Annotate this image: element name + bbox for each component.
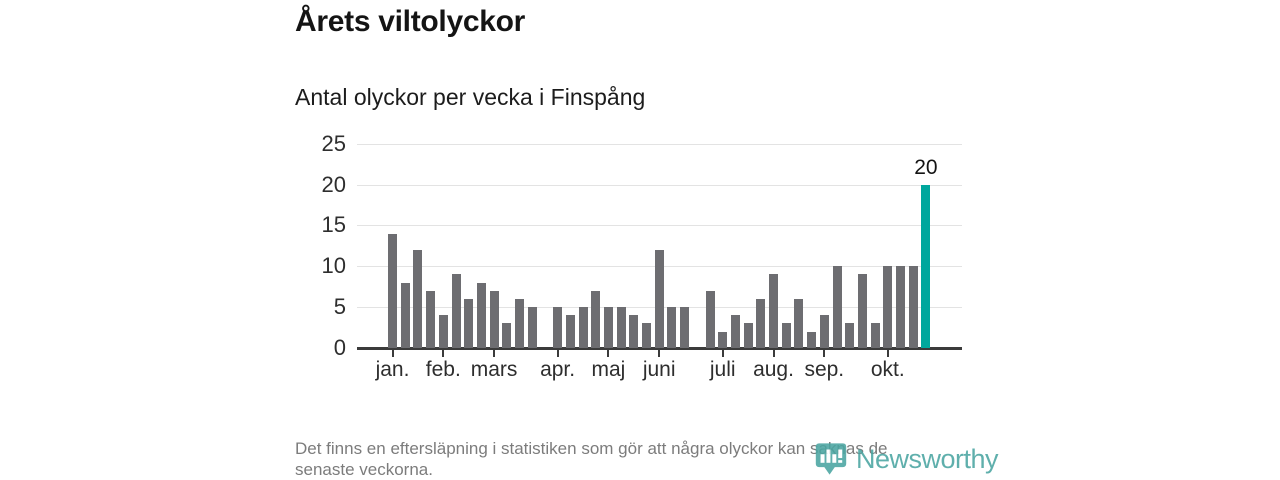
x-axis-label-juni: juni: [642, 358, 676, 381]
bar-week: [807, 331, 817, 348]
bar-week-highlight: [921, 184, 931, 348]
y-axis-label-25: 25: [321, 130, 346, 156]
x-tick-apr: [556, 349, 559, 357]
bar-week: [705, 290, 715, 348]
y-axis-label-0: 0: [333, 335, 346, 360]
bar-week: [603, 307, 613, 348]
bar-week: [565, 315, 575, 348]
bar-week: [908, 266, 918, 348]
footnote: Det finns en eftersläpning i statistiken…: [295, 438, 887, 480]
x-tick-maj: [607, 349, 610, 357]
y-axis-label-15: 15: [321, 212, 346, 238]
highlight-value-label: 20: [914, 155, 938, 179]
x-axis-label-aug: aug.: [753, 358, 794, 381]
x-axis-label-okt: okt.: [870, 358, 905, 381]
y-axis-label-5: 5: [333, 294, 346, 320]
bar-week: [819, 315, 829, 348]
bar-week: [769, 274, 778, 348]
bar-week: [591, 290, 601, 348]
bar-week: [883, 266, 893, 348]
bar-week: [642, 323, 651, 348]
bar-week: [654, 249, 664, 348]
x-axis-line: [357, 347, 962, 350]
x-axis-label-mars: mars: [470, 358, 518, 381]
newsworthy-marker-icon: [815, 443, 847, 475]
x-tick-feb: [442, 349, 445, 357]
y-axis-label-20: 20: [321, 171, 346, 197]
bar-week: [464, 298, 474, 348]
bar-week: [502, 323, 512, 348]
page-title: Årets viltolyckor: [295, 5, 525, 38]
x-axis-label-juli: juli: [709, 358, 736, 381]
bar-week: [400, 282, 410, 348]
x-axis-label-apr: apr.: [540, 358, 576, 381]
bar-week: [438, 315, 448, 348]
x-axis-label-feb: feb.: [425, 358, 461, 381]
gridline-y15: [357, 225, 962, 227]
bar-week: [476, 282, 486, 348]
bar-week: [870, 323, 880, 348]
x-tick-jan: [391, 349, 394, 357]
bar-week: [527, 307, 537, 348]
y-axis-label-10: 10: [321, 253, 346, 279]
newsworthy-logo: Newsworthy: [812, 440, 999, 478]
footnote-line-2: senaste veckorna.: [295, 460, 433, 479]
bar-week: [896, 266, 905, 348]
bar-week: [680, 307, 690, 348]
bar-week: [426, 290, 436, 348]
bar-week: [781, 323, 791, 348]
x-tick-juni: [658, 349, 661, 357]
gridline-y20: [357, 184, 962, 186]
bar-week: [553, 307, 563, 348]
bar-week: [794, 298, 804, 348]
bar-week: [857, 274, 867, 348]
bar-week: [743, 323, 753, 348]
bar-week: [832, 266, 842, 348]
x-tick-sep: [823, 349, 826, 357]
bar-week: [489, 290, 499, 348]
bar-week: [667, 307, 677, 348]
x-tick-aug: [772, 349, 775, 357]
gridline-y25: [357, 143, 962, 145]
bar-week: [756, 298, 766, 348]
chart-subtitle: Antal olyckor per vecka i Finspång: [295, 84, 646, 110]
newsworthy-wordmark: Newsworthy: [856, 443, 999, 474]
x-axis-label-maj: maj: [591, 358, 626, 381]
bar-week: [578, 307, 588, 348]
bar-week: [413, 249, 423, 348]
bar-week: [388, 233, 397, 348]
bar-week: [451, 274, 461, 348]
bar-week: [616, 307, 626, 348]
x-axis-label-sep: sep.: [804, 358, 845, 381]
bar-week: [515, 298, 524, 348]
x-tick-mars: [493, 349, 496, 357]
bar-week: [718, 331, 728, 348]
footnote-line-1: Det finns en eftersläpning i statistiken…: [295, 439, 888, 458]
bar-week: [845, 323, 855, 348]
bar-week: [730, 315, 740, 348]
x-tick-okt: [886, 349, 889, 357]
x-axis-label-jan: jan.: [375, 358, 410, 381]
bar-week: [629, 315, 639, 348]
x-tick-juli: [721, 349, 724, 357]
